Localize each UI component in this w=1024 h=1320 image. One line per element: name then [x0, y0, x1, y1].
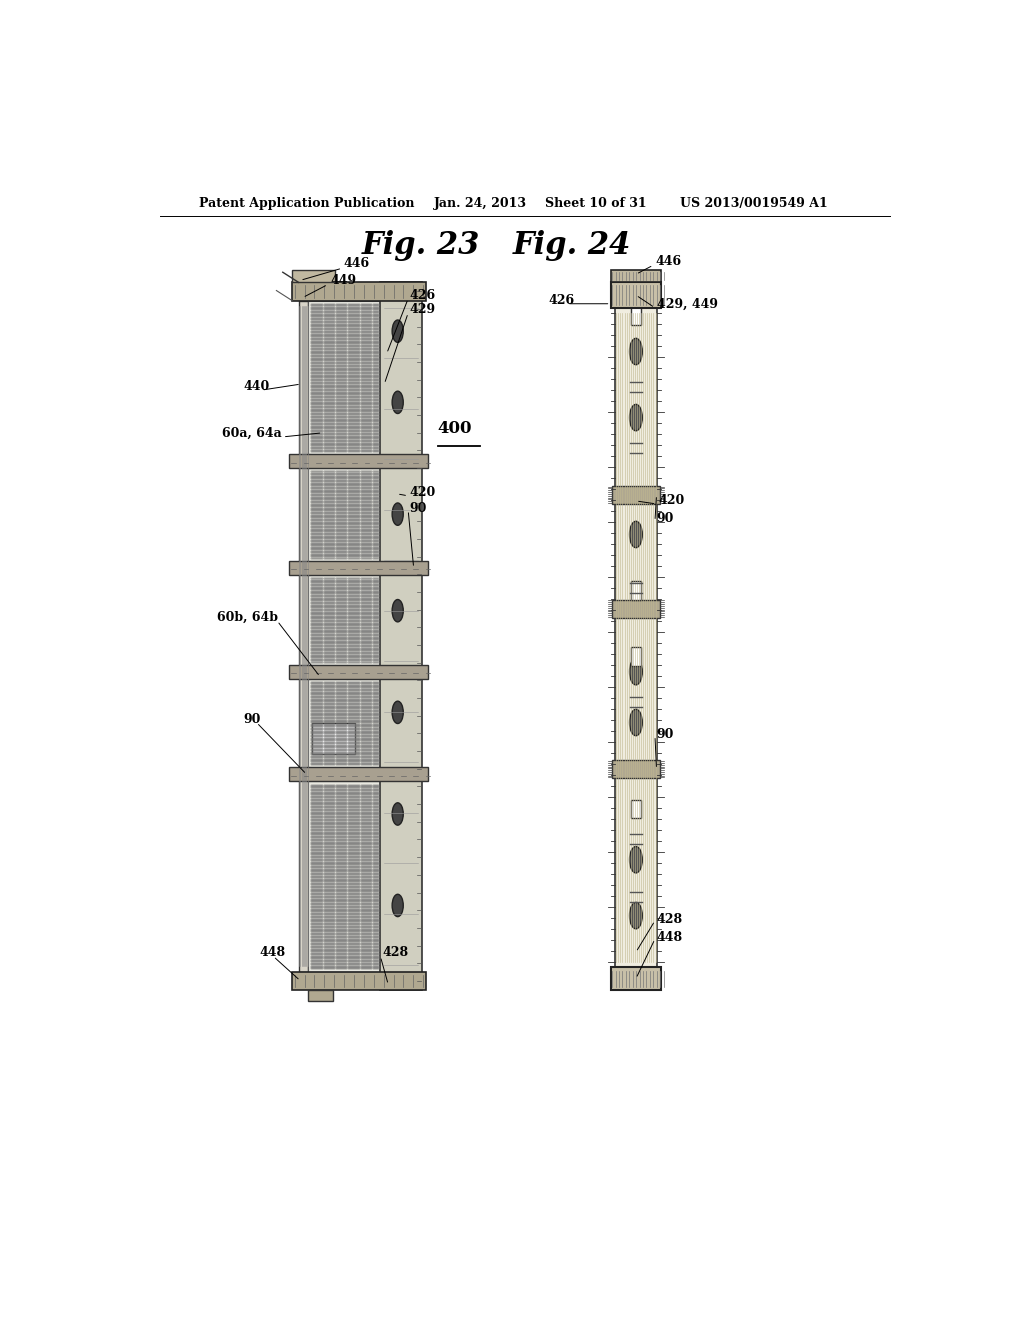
- Ellipse shape: [392, 894, 403, 916]
- Bar: [308, 301, 380, 454]
- Bar: [308, 990, 333, 1001]
- Text: 400: 400: [437, 420, 472, 437]
- Bar: [289, 767, 428, 781]
- Bar: [308, 678, 380, 767]
- Text: Fig. 24: Fig. 24: [513, 230, 631, 261]
- Bar: [308, 469, 380, 561]
- Bar: [615, 308, 656, 968]
- Ellipse shape: [392, 391, 403, 413]
- Text: 60b, 64b: 60b, 64b: [217, 611, 278, 624]
- Bar: [292, 282, 426, 301]
- Ellipse shape: [630, 846, 642, 873]
- Bar: [292, 269, 335, 282]
- Text: 448: 448: [656, 931, 683, 944]
- Text: Fig. 23: Fig. 23: [362, 230, 480, 261]
- Bar: [612, 599, 659, 618]
- Bar: [308, 301, 380, 454]
- Text: Sheet 10 of 31: Sheet 10 of 31: [545, 197, 646, 210]
- Text: 60a, 64a: 60a, 64a: [221, 426, 282, 440]
- Ellipse shape: [630, 521, 642, 548]
- Text: Patent Application Publication: Patent Application Publication: [200, 197, 415, 210]
- Bar: [289, 454, 428, 469]
- Bar: [308, 576, 380, 664]
- Text: 440: 440: [243, 380, 269, 393]
- Bar: [289, 561, 428, 576]
- Bar: [612, 486, 659, 504]
- Ellipse shape: [630, 903, 642, 929]
- Text: 90: 90: [243, 713, 260, 726]
- Text: 429, 449: 429, 449: [656, 298, 718, 310]
- Bar: [610, 282, 662, 308]
- Ellipse shape: [392, 319, 403, 342]
- Bar: [292, 972, 426, 990]
- Bar: [612, 760, 659, 779]
- Text: 448: 448: [259, 946, 285, 960]
- Ellipse shape: [392, 803, 403, 825]
- Bar: [610, 968, 662, 990]
- Ellipse shape: [630, 404, 642, 430]
- Text: 449: 449: [331, 275, 356, 288]
- Text: US 2013/0019549 A1: US 2013/0019549 A1: [680, 197, 827, 210]
- Bar: [308, 469, 380, 561]
- Text: 90: 90: [656, 727, 674, 741]
- Ellipse shape: [630, 709, 642, 735]
- Text: 428: 428: [382, 946, 409, 960]
- Bar: [631, 306, 641, 325]
- Ellipse shape: [392, 599, 403, 622]
- Bar: [610, 271, 662, 282]
- Bar: [308, 781, 380, 972]
- Bar: [299, 301, 308, 972]
- Text: 420: 420: [410, 486, 436, 499]
- Bar: [380, 282, 422, 990]
- Bar: [308, 781, 380, 972]
- Text: 426: 426: [549, 294, 574, 306]
- Bar: [631, 647, 641, 665]
- Text: 428: 428: [656, 912, 683, 925]
- Text: 426: 426: [410, 289, 436, 302]
- Text: 446: 446: [344, 257, 370, 271]
- Bar: [631, 800, 641, 818]
- Text: 429: 429: [410, 302, 436, 315]
- Bar: [312, 723, 355, 754]
- Ellipse shape: [392, 701, 403, 723]
- Text: 90: 90: [656, 512, 674, 525]
- Bar: [631, 581, 641, 599]
- Bar: [289, 664, 428, 678]
- Ellipse shape: [630, 338, 642, 364]
- Ellipse shape: [630, 659, 642, 685]
- Bar: [308, 576, 380, 664]
- Text: 420: 420: [658, 494, 684, 507]
- Text: 446: 446: [655, 255, 681, 268]
- Text: 90: 90: [410, 502, 427, 515]
- Text: Jan. 24, 2013: Jan. 24, 2013: [433, 197, 526, 210]
- Bar: [308, 678, 380, 767]
- Ellipse shape: [392, 503, 403, 525]
